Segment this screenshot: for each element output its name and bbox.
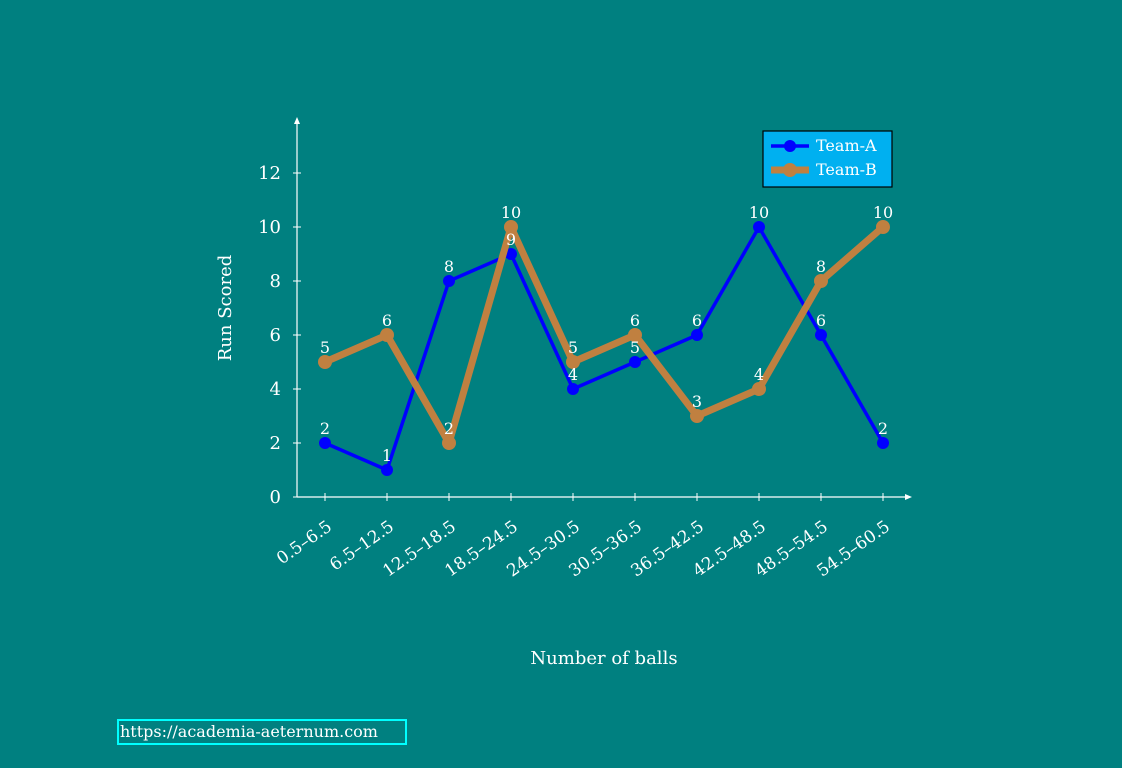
data-label: 6 bbox=[816, 311, 826, 330]
data-point bbox=[504, 220, 518, 234]
data-label: 9 bbox=[506, 230, 516, 249]
data-point bbox=[318, 355, 332, 369]
x-axis-arrow bbox=[905, 494, 912, 500]
y-tick-label: 8 bbox=[270, 271, 281, 292]
data-point bbox=[381, 464, 393, 476]
data-point bbox=[629, 356, 641, 368]
data-label: 1 bbox=[382, 446, 392, 465]
y-ticks: 0 2 4 6 8 10 12 bbox=[258, 163, 301, 508]
data-labels: 2 1 8 9 4 5 6 10 6 2 5 6 2 10 5 6 3 4 8 10 bbox=[320, 203, 893, 465]
data-label: 10 bbox=[501, 203, 521, 222]
legend-entry: Team-A bbox=[816, 136, 877, 155]
y-axis-label: Run Scored bbox=[215, 255, 236, 362]
data-point bbox=[566, 355, 580, 369]
data-label: 4 bbox=[754, 365, 764, 384]
data-label: 6 bbox=[692, 311, 702, 330]
data-point bbox=[443, 275, 455, 287]
y-axis-arrow bbox=[294, 117, 300, 124]
y-tick-label: 12 bbox=[258, 163, 281, 184]
data-label: 5 bbox=[630, 338, 640, 357]
data-point bbox=[567, 383, 579, 395]
data-label: 5 bbox=[320, 338, 330, 357]
chart-series bbox=[318, 220, 890, 476]
legend-swatch-marker bbox=[783, 163, 797, 177]
data-point bbox=[505, 248, 517, 260]
legend-box bbox=[762, 130, 893, 188]
data-label: 8 bbox=[444, 257, 454, 276]
data-point bbox=[380, 328, 394, 342]
data-point bbox=[876, 220, 890, 234]
data-label: 5 bbox=[568, 338, 578, 357]
data-label: 2 bbox=[320, 419, 330, 438]
source-url[interactable]: https://academia-aeternum.com bbox=[117, 719, 407, 745]
data-point bbox=[691, 329, 703, 341]
data-point bbox=[877, 437, 889, 449]
x-ticks: 0.5–6.56.5–12.512.5–18.518.5–24.524.5–30… bbox=[273, 493, 894, 581]
data-point bbox=[319, 437, 331, 449]
data-label: 2 bbox=[444, 419, 454, 438]
data-point bbox=[752, 382, 766, 396]
data-label: 6 bbox=[382, 311, 392, 330]
y-tick-label: 0 bbox=[270, 487, 281, 508]
y-tick-label: 4 bbox=[270, 379, 281, 400]
data-label: 6 bbox=[630, 311, 640, 330]
y-tick-label: 10 bbox=[258, 217, 281, 238]
legend-entry: Team-B bbox=[816, 160, 877, 179]
chart-axes bbox=[294, 117, 912, 500]
data-label: 4 bbox=[568, 365, 578, 384]
y-tick-label: 6 bbox=[270, 325, 281, 346]
data-label: 10 bbox=[873, 203, 893, 222]
data-point bbox=[690, 409, 704, 423]
chart-legend: Team-A Team-B bbox=[762, 130, 893, 188]
data-label: 3 bbox=[692, 392, 702, 411]
legend-swatch-marker bbox=[784, 140, 796, 152]
data-point bbox=[815, 329, 827, 341]
x-axis-label: Number of balls bbox=[530, 648, 677, 669]
data-label: 2 bbox=[878, 419, 888, 438]
series-line-team-b bbox=[321, 223, 887, 447]
data-point bbox=[628, 328, 642, 342]
x-tick-label: 0.5–6.5 bbox=[273, 517, 336, 569]
data-label: 8 bbox=[816, 257, 826, 276]
data-point bbox=[442, 436, 456, 450]
y-tick-label: 2 bbox=[270, 433, 281, 454]
data-point bbox=[753, 221, 765, 233]
data-point bbox=[814, 274, 828, 288]
data-label: 10 bbox=[749, 203, 769, 222]
series-line-team-a bbox=[323, 225, 885, 472]
